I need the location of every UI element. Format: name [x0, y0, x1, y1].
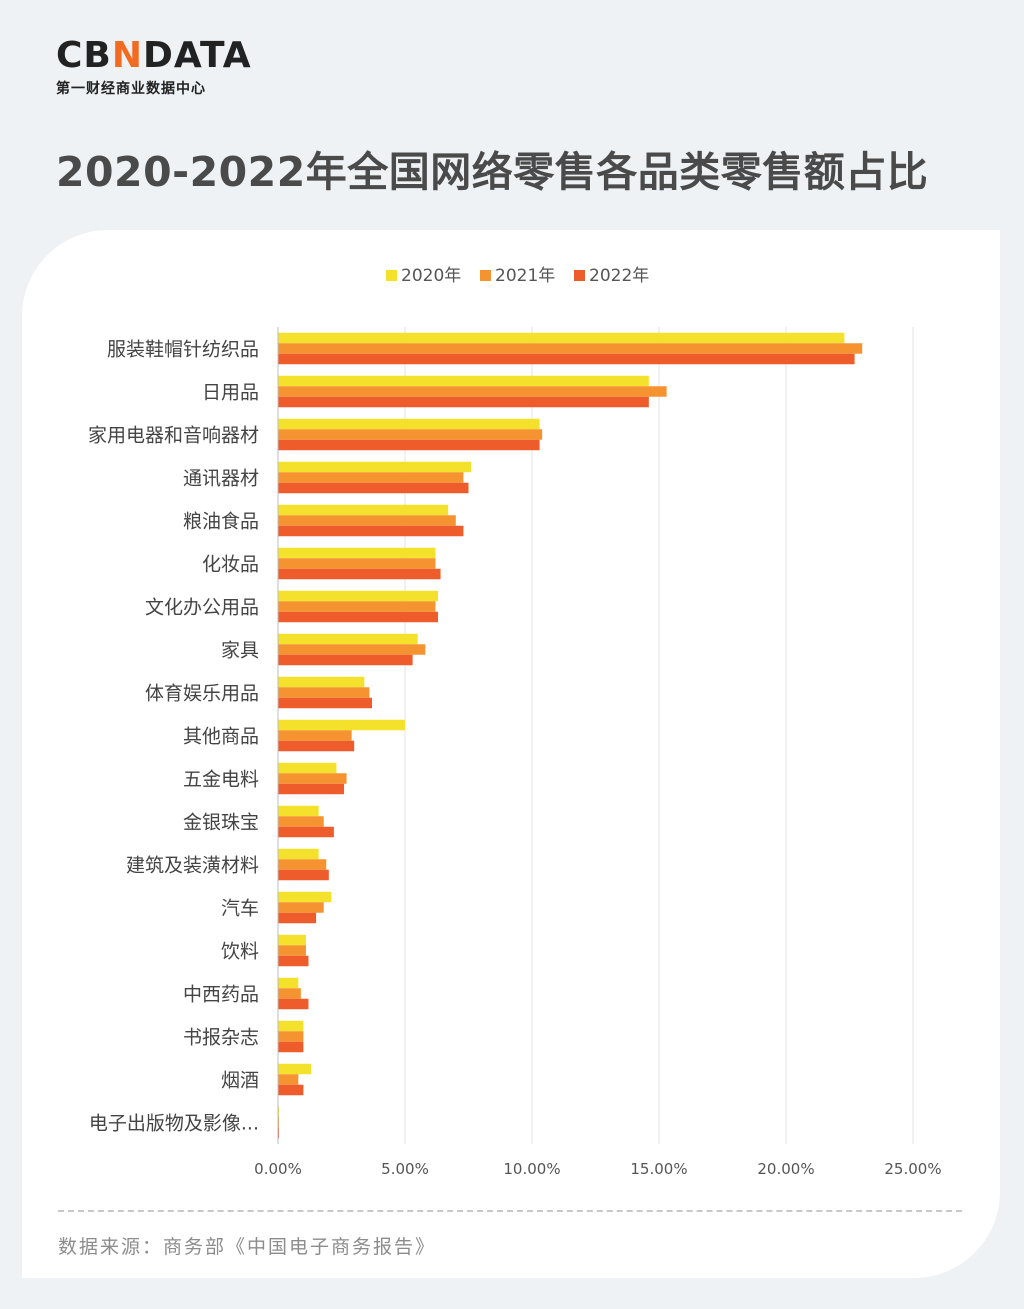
x-tick-label: 15.00% [630, 1160, 687, 1178]
bar [278, 988, 301, 999]
bar [278, 1106, 280, 1118]
bar [278, 912, 317, 924]
category-label: 家用电器和音响器材 [88, 425, 259, 447]
logo-suffix: DATA [143, 35, 252, 76]
bar [278, 343, 863, 354]
bar [278, 934, 306, 946]
bar [278, 719, 405, 731]
category-label: 服装鞋帽针纺织品 [107, 339, 259, 361]
bar [278, 353, 855, 365]
source-note: 数据来源：商务部《中国电子商务报告》 [58, 1236, 437, 1258]
category-label: 五金电料 [183, 769, 259, 791]
category-label: 体育娱乐用品 [145, 683, 259, 705]
category-label: 书报杂志 [183, 1027, 259, 1049]
bar [278, 783, 345, 795]
logo-tagline: 第一财经商业数据中心 [56, 81, 206, 97]
bar [278, 1084, 304, 1096]
category-label: 中西药品 [183, 984, 259, 1006]
bar [278, 429, 543, 440]
bar [278, 826, 334, 838]
bar [278, 1031, 304, 1042]
bar [278, 439, 540, 451]
bar [278, 396, 649, 408]
bar [278, 977, 299, 989]
bar [278, 547, 436, 559]
bar [278, 1117, 280, 1128]
category-label: 家具 [221, 640, 259, 662]
category-label: 其他商品 [183, 726, 259, 748]
bar [278, 332, 845, 344]
bar [278, 955, 309, 967]
bar [278, 461, 472, 473]
x-tick-label: 10.00% [503, 1160, 560, 1178]
bar [278, 633, 418, 645]
category-label: 化妆品 [202, 554, 259, 576]
category-label: 日用品 [202, 382, 259, 404]
bar [278, 945, 306, 956]
brand-logo: CBNDATA 第一财经商业数据中心 [56, 36, 252, 98]
bar [278, 740, 355, 752]
legend-swatch [386, 270, 397, 281]
legend-label: 2022年 [589, 266, 649, 286]
bar [278, 902, 324, 913]
bar [278, 1127, 280, 1139]
bar [278, 805, 319, 817]
legend-swatch [480, 270, 491, 281]
bar [278, 1074, 299, 1085]
bar [278, 504, 449, 516]
category-label: 通讯器材 [183, 468, 259, 490]
bar [278, 848, 319, 860]
logo-accent: N [111, 35, 143, 76]
bar [278, 558, 436, 569]
bar [278, 676, 365, 688]
bar [278, 375, 649, 387]
bar [278, 773, 347, 784]
bar [278, 998, 309, 1010]
bar [278, 859, 327, 870]
logo-wordmark: CBNDATA [56, 36, 252, 76]
bar [278, 644, 426, 655]
bar [278, 590, 439, 602]
bar [278, 697, 372, 709]
x-tick-label: 5.00% [381, 1160, 429, 1178]
bar [278, 472, 464, 483]
x-tick-label: 25.00% [884, 1160, 941, 1178]
legend-label: 2020年 [401, 266, 461, 286]
bar [278, 891, 332, 903]
bar [278, 730, 352, 741]
bar [278, 1063, 312, 1075]
bar [278, 601, 436, 612]
bar [278, 418, 540, 430]
bar [278, 654, 413, 666]
category-label: 饮料 [221, 941, 259, 963]
bar [278, 568, 441, 580]
category-label: 烟酒 [221, 1070, 259, 1092]
legend-label: 2021年 [495, 266, 555, 286]
bar [278, 482, 469, 494]
bar [278, 525, 464, 537]
bar [278, 1041, 304, 1053]
divider [58, 1210, 962, 1212]
category-label: 汽车 [221, 898, 259, 920]
bar [278, 816, 324, 827]
bar [278, 386, 667, 397]
bar [278, 515, 456, 526]
page-title: 2020-2022年全国网络零售各品类零售额占比 [56, 148, 929, 196]
x-tick-label: 20.00% [757, 1160, 814, 1178]
category-label: 建筑及装潢材料 [126, 855, 259, 877]
category-label: 文化办公用品 [145, 597, 259, 619]
bar [278, 687, 370, 698]
category-label: 粮油食品 [183, 511, 259, 533]
bar [278, 869, 329, 881]
x-tick-label: 0.00% [254, 1160, 302, 1178]
legend-swatch [574, 270, 585, 281]
bar [278, 611, 439, 623]
category-label: 金银珠宝 [183, 812, 259, 834]
bar [278, 1020, 304, 1032]
category-label: 电子出版物及影像... [89, 1113, 259, 1135]
bar [278, 762, 337, 774]
logo-prefix: CB [56, 35, 112, 76]
